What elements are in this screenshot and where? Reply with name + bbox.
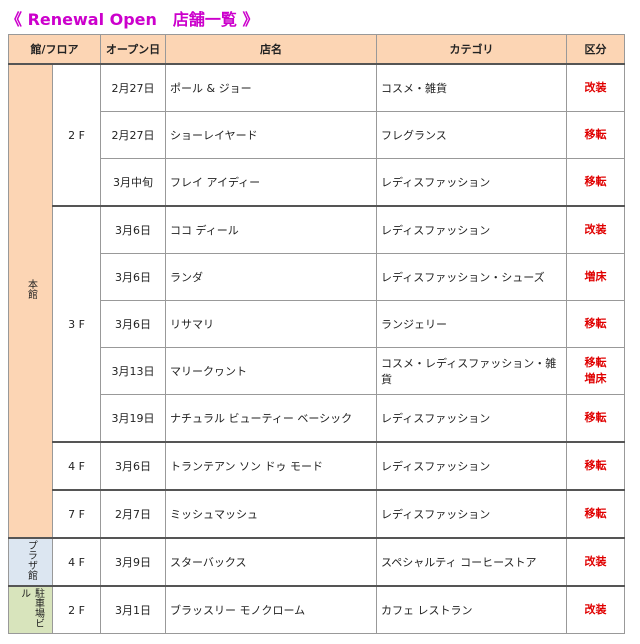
title: 《 Renewal Open 店舗一覧 》 <box>6 10 259 29</box>
kubun-label: 移転 <box>584 459 607 472</box>
store-cell: フレイ アイディー <box>165 158 377 207</box>
kubun-label: 改装 <box>584 81 607 94</box>
building-cell: 本館 <box>8 63 53 539</box>
date-cell: 3月1日 <box>100 585 166 634</box>
table-row: プラザ館 4 F 3月9日 スターバックス スペシャルティ コーヒーストア 改装 <box>8 537 625 587</box>
category-cell: レディスファッション <box>376 441 567 491</box>
kubun-cell: 移転 増床 <box>566 347 625 395</box>
kubun-label: 移転 <box>584 411 607 424</box>
category-cell: コスメ・雑貨 <box>376 63 567 112</box>
date-cell: 3月9日 <box>100 537 166 587</box>
kubun-cell: 移転 <box>566 111 625 159</box>
store-cell: ナチュラル ビューティー ベーシック <box>165 394 377 443</box>
header-cell: 区分 <box>566 34 625 65</box>
table-row: 本館 2 F 2月27日 ポール & ジョー コスメ・雑貨 改装 <box>8 63 625 539</box>
category-cell: レディスファッション・シューズ <box>376 253 567 301</box>
kubun-cell: 移転 <box>566 394 625 443</box>
store-table: 館/フロア オープン日 店名 カテゴリ 区分 本館 2 F 2月27日 ポール & ジ… <box>8 34 625 634</box>
date-cell: 2月7日 <box>100 489 166 539</box>
date-cell: 3月6日 <box>100 441 166 491</box>
store-cell: スターバックス <box>165 537 377 587</box>
building-cell: プラザ館 <box>8 537 53 587</box>
category-cell: レディスファッション <box>376 158 567 207</box>
date-cell: 3月6日 <box>100 300 166 348</box>
table-body: 本館 2 F 2月27日 ポール & ジョー コスメ・雑貨 改装 2月27日 ショーレイヤード… <box>8 63 625 634</box>
header-cell: 店名 <box>165 34 377 65</box>
floor-cell: 3 F <box>52 205 101 443</box>
kubun-cell: 移転 <box>566 300 625 348</box>
header-row: 館/フロア オープン日 店名 カテゴリ 区分 <box>8 34 625 65</box>
floor-cell: 7 F <box>52 489 101 539</box>
floor-cell: 2 F <box>52 585 101 634</box>
kubun-cell: 増床 <box>566 253 625 301</box>
header-cell: 館/フロア <box>8 34 101 65</box>
kubun-cell: 改装 <box>566 585 625 634</box>
date-cell: 3月13日 <box>100 347 166 395</box>
kubun-cell: 移転 <box>566 158 625 207</box>
kubun-label: 増床 <box>584 270 607 283</box>
header-cell: オープン日 <box>100 34 166 65</box>
kubun-label: 移転 <box>584 317 607 330</box>
kubun-label: 改装 <box>584 555 607 568</box>
kubun-cell: 移転 <box>566 489 625 539</box>
store-cell: トランテアン ソン ドゥ モード <box>165 441 377 491</box>
table-row: 3月中旬 フレイ アイディー レディスファッション 移転 <box>9 158 625 207</box>
table-row: 駐車場ビル 2 F 3月1日 ブラッスリー モノクローム カフェ レストラン 改装 <box>8 585 625 634</box>
kubun-cell: 改装 <box>566 63 625 112</box>
date-cell: 3月19日 <box>100 394 166 443</box>
header-cell: カテゴリ <box>376 34 567 65</box>
category-cell: カフェ レストラン <box>376 585 567 634</box>
date-cell: 3月中旬 <box>100 158 166 207</box>
date-cell: 2月27日 <box>100 111 166 159</box>
store-cell: ショーレイヤード <box>165 111 377 159</box>
category-cell: スペシャルティ コーヒーストア <box>376 537 567 587</box>
store-cell: ココ ディール <box>165 205 377 254</box>
store-cell: ブラッスリー モノクローム <box>165 585 377 634</box>
date-cell: 2月27日 <box>100 63 166 112</box>
kubun-label: 移転 <box>584 175 607 188</box>
table-row: 3月13日 マリークヮント コスメ・レディスファッション・雑貨 移転 増床 <box>9 347 625 395</box>
kubun-cell: 改装 <box>566 205 625 254</box>
kubun-label: 移転 <box>584 128 607 141</box>
store-cell: ミッシュマッシュ <box>165 489 377 539</box>
store-cell: ランダ <box>165 253 377 301</box>
kubun-label: 移転 <box>584 507 607 520</box>
table-row: 4 F 3月6日 トランテアン ソン ドゥ モード レディスファッション 移転 <box>9 441 625 491</box>
table-row: 2月27日 ショーレイヤード フレグランス 移転 <box>9 111 625 159</box>
kubun-label: 移転 <box>584 356 607 369</box>
category-cell: ランジェリー <box>376 300 567 348</box>
kubun-label: 改装 <box>584 603 607 616</box>
store-cell: ポール & ジョー <box>165 63 377 112</box>
building-name: 駐車場ビル <box>18 588 44 628</box>
store-cell: リサマリ <box>165 300 377 348</box>
kubun-cell: 改装 <box>566 537 625 587</box>
kubun-cell: 移転 <box>566 441 625 491</box>
date-cell: 3月6日 <box>100 253 166 301</box>
store-cell: マリークヮント <box>165 347 377 395</box>
table-row: 3 F 3月6日 ココ ディール レディスファッション 改装 <box>9 205 625 443</box>
category-cell: レディスファッション <box>376 394 567 443</box>
table-row: 3月6日 ランダ レディスファッション・シューズ 増床 <box>9 253 625 301</box>
floor-cell: 4 F <box>52 441 101 491</box>
category-cell: レディスファッション <box>376 205 567 254</box>
kubun-label: 改装 <box>584 223 607 236</box>
floor-cell: 2 F <box>52 63 101 207</box>
floor-cell: 4 F <box>52 537 101 587</box>
table-row: 3月6日 リサマリ ランジェリー 移転 <box>9 300 625 348</box>
building-cell: 駐車場ビル <box>8 585 53 634</box>
category-cell: フレグランス <box>376 111 567 159</box>
building-name: 本館 <box>25 279 37 299</box>
table-row: 3月19日 ナチュラル ビューティー ベーシック レディスファッション 移転 <box>9 394 625 443</box>
building-name: プラザ館 <box>25 540 37 580</box>
category-cell: コスメ・レディスファッション・雑貨 <box>376 347 567 395</box>
category-cell: レディスファッション <box>376 489 567 539</box>
date-cell: 3月6日 <box>100 205 166 254</box>
table-row: 7 F 2月7日 ミッシュマッシュ レディスファッション 移転 <box>9 489 625 539</box>
kubun-label: 増床 <box>584 372 607 385</box>
